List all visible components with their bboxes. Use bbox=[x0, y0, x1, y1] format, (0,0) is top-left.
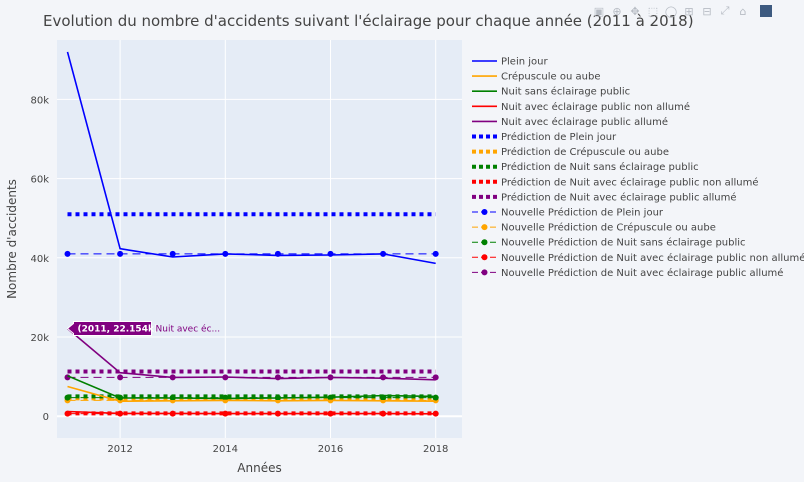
legend-label: Nouvelle Prédiction de Nuit sans éclaira… bbox=[501, 237, 746, 249]
y-tick-label: 0 bbox=[43, 412, 49, 423]
legend-label: Prédiction de Plein jour bbox=[501, 131, 617, 143]
data-point[interactable] bbox=[169, 250, 176, 257]
series-line[interactable] bbox=[67, 375, 436, 400]
series-5 bbox=[66, 327, 436, 381]
legend-item[interactable]: Nuit avec éclairage public non allumé bbox=[472, 101, 690, 113]
x-axis-title: Années bbox=[237, 461, 281, 475]
legend-label: Nouvelle Prédiction de Plein jour bbox=[501, 207, 664, 219]
legend-label: Prédiction de Nuit sans éclairage public bbox=[501, 161, 699, 173]
legend-label: Prédiction de Nuit avec éclairage public… bbox=[501, 176, 759, 188]
legend-item[interactable]: Prédiction de Nuit sans éclairage public bbox=[472, 161, 699, 173]
data-point[interactable] bbox=[64, 394, 71, 401]
hover-tooltip: (2011, 22.154k)Nuit avec éc... bbox=[66, 320, 221, 336]
legend-label: Nouvelle Prédiction de Nuit avec éclaira… bbox=[501, 267, 783, 279]
reset-axes-icon[interactable]: ⌂ bbox=[739, 4, 747, 18]
legend-label: Plein jour bbox=[501, 57, 548, 68]
box-select-icon[interactable]: ⬚ bbox=[647, 4, 659, 18]
data-point[interactable] bbox=[274, 374, 281, 381]
zoom-icon[interactable]: ⊕ bbox=[612, 4, 622, 18]
legend-label: Prédiction de Nuit avec éclairage public… bbox=[501, 191, 737, 203]
y-tick-label: 80k bbox=[30, 95, 49, 106]
series-line[interactable] bbox=[66, 327, 436, 381]
data-point[interactable] bbox=[432, 374, 439, 381]
legend-item[interactable]: Nouvelle Prédiction de Nuit avec éclaira… bbox=[472, 252, 804, 264]
camera-icon[interactable]: ▣ bbox=[593, 4, 605, 18]
legend-item[interactable]: Prédiction de Plein jour bbox=[472, 131, 617, 143]
legend-item[interactable]: Nuit sans éclairage public bbox=[472, 86, 630, 98]
x-tick-label: 2014 bbox=[213, 444, 238, 455]
series-layer bbox=[64, 51, 439, 417]
legend-label: Nouvelle Prédiction de Crépuscule ou aub… bbox=[501, 222, 716, 234]
legend-item[interactable]: Crépuscule ou aube bbox=[472, 71, 600, 83]
autoscale-icon[interactable]: ⤢ bbox=[720, 4, 730, 17]
data-point[interactable] bbox=[117, 250, 124, 257]
y-tick-label: 40k bbox=[30, 254, 49, 265]
series-line[interactable] bbox=[66, 51, 436, 265]
zoom-out-icon[interactable]: ⊟ bbox=[702, 4, 712, 18]
legend-item[interactable]: Plein jour bbox=[472, 57, 548, 68]
hover-series-name: Nuit avec éc... bbox=[156, 323, 221, 334]
legend-marker bbox=[481, 224, 488, 231]
x-tick-label: 2012 bbox=[107, 444, 132, 455]
legend-item[interactable]: Nouvelle Prédiction de Crépuscule ou aub… bbox=[472, 222, 716, 234]
legend-label: Nouvelle Prédiction de Nuit avec éclaira… bbox=[501, 252, 804, 264]
legend-item[interactable]: Prédiction de Nuit avec éclairage public… bbox=[472, 191, 737, 203]
series-4 bbox=[67, 410, 436, 415]
pan-icon[interactable]: ✥ bbox=[630, 4, 640, 18]
legend-item[interactable]: Prédiction de Nuit avec éclairage public… bbox=[472, 176, 759, 188]
zoom-in-icon[interactable]: ⊞ bbox=[684, 4, 694, 18]
data-point[interactable] bbox=[327, 250, 334, 257]
data-point[interactable] bbox=[432, 410, 439, 417]
legend-item[interactable]: Nouvelle Prédiction de Plein jour bbox=[472, 207, 664, 219]
chart-title: Evolution du nombre d'accidents suivant … bbox=[43, 12, 694, 30]
series-line[interactable] bbox=[67, 385, 436, 403]
series-1 bbox=[66, 51, 436, 265]
data-point[interactable] bbox=[64, 250, 71, 257]
legend-label: Nuit sans éclairage public bbox=[501, 86, 630, 98]
x-tick-label: 2018 bbox=[423, 444, 448, 455]
legend-label: Nuit avec éclairage public allumé bbox=[501, 116, 668, 128]
legend-marker bbox=[481, 209, 488, 215]
x-axis: 2012 2014 2016 2018 bbox=[107, 444, 448, 455]
legend-label: Crépuscule ou aube bbox=[501, 71, 600, 83]
series-2 bbox=[67, 385, 436, 403]
legend-item[interactable]: Nouvelle Prédiction de Nuit avec éclaira… bbox=[472, 267, 783, 279]
series-3 bbox=[67, 375, 436, 400]
hover-label: (2011, 22.154k) bbox=[78, 324, 159, 334]
legend-label: Nuit avec éclairage public non allumé bbox=[501, 101, 690, 113]
data-point[interactable] bbox=[432, 250, 439, 257]
legend-item[interactable]: Nouvelle Prédiction de Nuit sans éclaira… bbox=[472, 237, 746, 249]
y-tick-label: 20k bbox=[30, 333, 49, 344]
y-axis-title: Nombre d'accidents bbox=[5, 179, 19, 299]
x-tick-label: 2016 bbox=[318, 444, 343, 455]
legend-marker bbox=[481, 239, 488, 246]
y-tick-label: 60k bbox=[30, 175, 49, 186]
legend-marker bbox=[481, 254, 488, 261]
legend-marker bbox=[481, 269, 488, 276]
legend: Plein jour Crépuscule ou aube Nuit sans éc… bbox=[472, 57, 804, 279]
data-point[interactable] bbox=[117, 374, 124, 381]
legend-item[interactable]: Prédiction de Crépuscule ou aube bbox=[472, 146, 669, 158]
legend-item[interactable]: Nuit avec éclairage public allumé bbox=[472, 116, 668, 128]
legend-label: Prédiction de Crépuscule ou aube bbox=[501, 146, 669, 158]
grid bbox=[57, 40, 462, 438]
data-point[interactable] bbox=[432, 394, 439, 401]
modebar: ▣ ⊕ ✥ ⬚ ◯ ⊞ ⊟ ⤢ ⌂ bbox=[592, 4, 772, 18]
series-line[interactable] bbox=[67, 410, 436, 415]
hover-box bbox=[66, 320, 153, 336]
y-axis: 0 20k 40k 60k 80k bbox=[30, 95, 49, 423]
plotly-logo-icon[interactable] bbox=[760, 5, 772, 17]
lasso-icon[interactable]: ◯ bbox=[664, 4, 678, 18]
